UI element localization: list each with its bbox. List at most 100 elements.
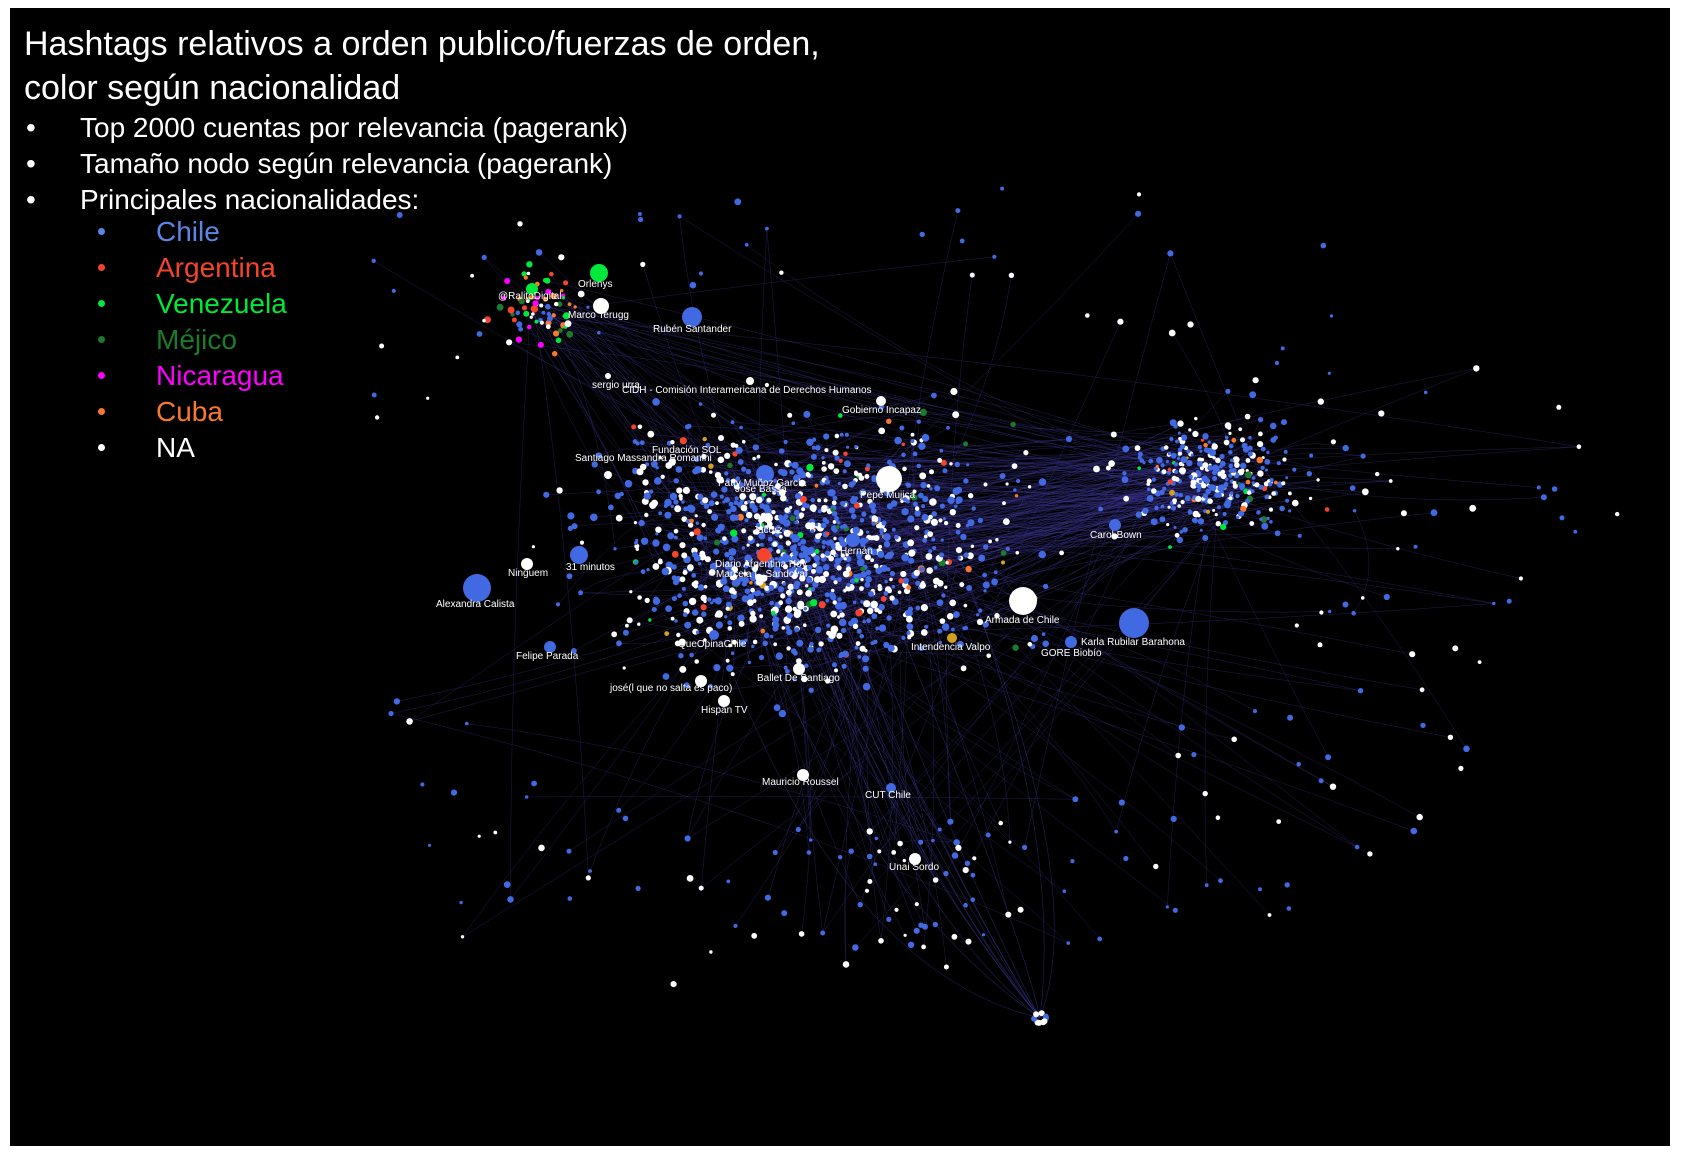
graph-node — [1271, 491, 1276, 496]
graph-node — [946, 425, 950, 430]
graph-node — [901, 553, 909, 562]
graph-edge — [689, 425, 1210, 487]
labeled-node — [886, 783, 896, 793]
graph-node — [889, 577, 893, 582]
node-label: GORE Biobío — [1041, 648, 1102, 659]
graph-node — [885, 551, 894, 560]
graph-node — [797, 600, 805, 608]
graph-node — [777, 514, 783, 520]
graph-node — [638, 216, 644, 223]
legend-label-venezuela: Venezuela — [156, 288, 287, 319]
graph-edge — [547, 306, 1142, 461]
graph-node — [1167, 467, 1172, 472]
graph-node — [898, 578, 904, 584]
graph-node — [566, 330, 574, 338]
graph-node — [1165, 459, 1169, 464]
graph-node — [1330, 439, 1336, 445]
labeled-node — [793, 663, 805, 675]
legend-dot-argentina — [98, 264, 105, 271]
graph-node — [848, 507, 856, 514]
graph-node — [759, 503, 765, 509]
graph-node — [1167, 479, 1173, 485]
graph-node — [1212, 464, 1219, 471]
graph-node — [864, 554, 872, 561]
graph-node — [682, 570, 688, 575]
graph-node — [945, 561, 949, 565]
graph-node — [959, 582, 965, 588]
graph-node — [1540, 494, 1547, 501]
graph-node — [717, 456, 725, 464]
graph-node — [870, 508, 877, 514]
graph-node — [1256, 456, 1264, 464]
graph-node — [715, 501, 719, 505]
graph-node — [1297, 533, 1302, 538]
graph-node — [1342, 601, 1349, 608]
graph-node — [1199, 466, 1204, 471]
graph-node — [1211, 443, 1218, 450]
graph-node — [1260, 446, 1266, 452]
graph-node — [591, 461, 598, 468]
graph-node — [1066, 941, 1071, 945]
graph-node — [1173, 526, 1177, 529]
graph-node — [759, 614, 764, 619]
graph-node — [963, 552, 969, 558]
graph-node — [903, 933, 907, 937]
graph-node — [1202, 790, 1208, 797]
graph-edge — [846, 501, 1248, 556]
graph-node — [1367, 851, 1373, 857]
graph-node — [869, 502, 876, 510]
graph-node — [865, 576, 872, 583]
graph-node — [854, 645, 859, 650]
graph-edge — [780, 489, 894, 530]
graph-node — [566, 573, 573, 580]
graph-node — [995, 538, 999, 542]
graph-node — [769, 634, 774, 639]
graph-node — [1266, 450, 1270, 454]
graph-node — [668, 458, 676, 466]
graph-edge — [774, 479, 1155, 853]
graph-node — [871, 521, 876, 526]
graph-node — [714, 597, 722, 605]
graph-node — [639, 440, 645, 446]
graph-node — [1206, 447, 1214, 455]
graph-node — [722, 536, 727, 541]
graph-node — [698, 885, 704, 891]
graph-node — [807, 551, 812, 556]
graph-edge — [796, 465, 1231, 587]
graph-node — [906, 585, 912, 590]
graph-node — [937, 580, 944, 587]
graph-node — [852, 526, 860, 534]
graph-node — [963, 902, 968, 908]
graph-node — [926, 484, 931, 488]
graph-node — [820, 930, 826, 936]
graph-node — [879, 528, 884, 534]
graph-node — [815, 533, 821, 540]
graph-node — [824, 592, 830, 598]
graph-node — [781, 519, 787, 525]
node-label: Ninguem — [508, 568, 548, 579]
graph-node — [884, 579, 888, 584]
graph-node — [792, 650, 798, 656]
graph-node — [541, 310, 546, 315]
graph-node — [493, 830, 498, 835]
graph-node — [420, 782, 425, 787]
labeled-node — [463, 574, 491, 602]
graph-node — [910, 432, 915, 437]
graph-node — [842, 469, 847, 474]
graph-node — [529, 294, 535, 300]
graph-node — [789, 533, 796, 540]
graph-node — [999, 473, 1006, 479]
graph-node — [1231, 467, 1237, 473]
graph-node — [924, 624, 929, 629]
graph-node — [1551, 486, 1558, 492]
graph-node — [988, 539, 992, 544]
graph-node — [1017, 906, 1024, 913]
graph-node — [1008, 272, 1015, 278]
graph-node — [1281, 481, 1286, 486]
graph-node — [1473, 365, 1480, 372]
graph-node — [563, 280, 569, 286]
graph-node — [1212, 456, 1216, 460]
graph-node — [949, 599, 957, 607]
graph-node — [737, 459, 744, 465]
graph-node — [992, 254, 997, 259]
